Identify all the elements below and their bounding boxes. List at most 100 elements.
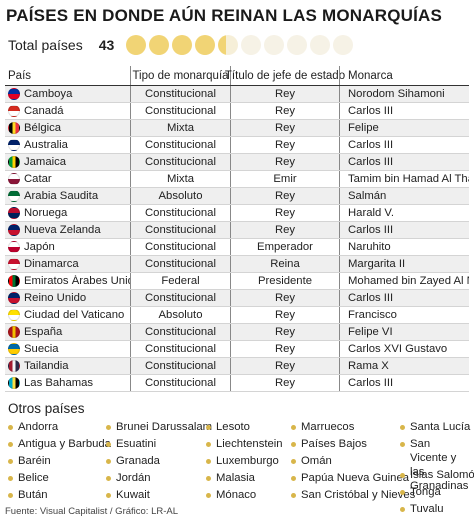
list-item: Kuwait	[106, 488, 212, 505]
table-row: Canadá Constitucional Rey Carlos III	[5, 103, 469, 120]
table-row: Ciudad del Vaticano Absoluto Rey Francisco	[5, 307, 469, 324]
table-body: Camboya Constitucional Rey Norodom Sihamoni…	[5, 86, 469, 392]
country-name: Omán	[301, 455, 332, 467]
cell-type: Constitucional	[130, 239, 230, 255]
flag-icon	[8, 258, 20, 270]
coin-icon	[126, 35, 147, 55]
total-countries: Total países 43	[8, 35, 354, 55]
bullet-icon	[400, 425, 405, 430]
flag-icon	[8, 88, 20, 100]
cell-monarch: Norodom Sihamoni	[339, 86, 469, 102]
cell-monarch: Mohamed bin Zayed Al Nahyan	[339, 273, 469, 289]
list-item: Tuvalu	[400, 502, 474, 519]
flag-icon	[8, 173, 20, 185]
flag-icon	[8, 275, 20, 287]
cell-country: Suecia	[5, 343, 130, 355]
cell-type: Constitucional	[130, 290, 230, 306]
country-name: Catar	[24, 173, 52, 185]
country-name: España	[24, 326, 63, 338]
total-value: 43	[98, 37, 115, 53]
cell-country: Arabia Saudita	[5, 190, 130, 202]
list-item: Belice	[8, 471, 111, 488]
table-row: Camboya Constitucional Rey Norodom Sihamoni	[5, 86, 469, 103]
country-name: Nueva Zelanda	[24, 224, 101, 236]
list-item: Liechtenstein	[206, 437, 283, 454]
cell-head-title: Rey	[230, 120, 339, 136]
bullet-icon	[206, 459, 211, 464]
bullet-icon	[206, 442, 211, 447]
table-header: País Tipo de monarquía Título de jefe de…	[5, 66, 469, 86]
cell-monarch: Naruhito	[339, 239, 469, 255]
bullet-icon	[8, 476, 13, 481]
cell-country: Camboya	[5, 88, 130, 100]
cell-head-title: Rey	[230, 222, 339, 238]
source-note: Fuente: Visual Capitalist / Gráfico: LR-…	[5, 506, 179, 517]
others-column: Andorra Antigua y Barbuda Baréin Belice Butá…	[8, 420, 111, 505]
cell-country: España	[5, 326, 130, 338]
country-name: Baréin	[18, 455, 51, 467]
cell-head-title: Rey	[230, 290, 339, 306]
cell-country: Emiratos Árabes Unidos	[5, 275, 130, 287]
list-item: Islas Salomón	[400, 468, 474, 485]
cell-country: Dinamarca	[5, 258, 130, 270]
country-name: Dinamarca	[24, 258, 79, 270]
coin-icon	[241, 35, 262, 55]
header-monarch: Monarca	[339, 66, 469, 85]
country-name: Canadá	[24, 105, 64, 117]
cell-type: Mixta	[130, 171, 230, 187]
others-list: Andorra Antigua y Barbuda Baréin Belice Butá…	[8, 420, 474, 515]
bullet-icon	[291, 476, 296, 481]
flag-icon	[8, 139, 20, 151]
cell-country: Tailandia	[5, 360, 130, 372]
cell-country: Bélgica	[5, 122, 130, 134]
list-item: Marruecos	[291, 420, 415, 437]
cell-type: Constitucional	[130, 205, 230, 221]
bullet-icon	[106, 459, 111, 464]
country-name: Australia	[24, 139, 68, 151]
coin-icon	[172, 35, 193, 55]
country-name: Arabia Saudita	[24, 190, 99, 202]
monarchies-table: País Tipo de monarquía Título de jefe de…	[5, 66, 469, 392]
cell-type: Constitucional	[130, 358, 230, 374]
list-item: Bután	[8, 488, 111, 505]
coin-icon	[333, 35, 354, 55]
cell-monarch: Felipe	[339, 120, 469, 136]
cell-head-title: Rey	[230, 154, 339, 170]
coin-icon	[310, 35, 331, 55]
cell-head-title: Rey	[230, 324, 339, 340]
country-name: Emiratos Árabes Unidos	[24, 275, 130, 287]
country-name: Andorra	[18, 421, 59, 433]
flag-icon	[8, 292, 20, 304]
cell-type: Absoluto	[130, 307, 230, 323]
country-name: Reino Unido	[24, 292, 87, 304]
list-item: Antigua y Barbuda	[8, 437, 111, 454]
cell-head-title: Rey	[230, 205, 339, 221]
flag-icon	[8, 105, 20, 117]
cell-country: Australia	[5, 139, 130, 151]
bullet-icon	[106, 442, 111, 447]
flag-icon	[8, 224, 20, 236]
bullet-icon	[106, 493, 111, 498]
flag-icon	[8, 241, 20, 253]
cell-head-title: Rey	[230, 137, 339, 153]
country-name: Jordán	[116, 472, 151, 484]
others-column: Santa Lucía San Vicente y las Granadinas I…	[400, 420, 474, 519]
country-name: Malasia	[216, 472, 255, 484]
cell-head-title: Emir	[230, 171, 339, 187]
cell-monarch: Carlos XVI Gustavo	[339, 341, 469, 357]
list-item: San Vicente y las Granadinas	[400, 437, 468, 492]
coin-icon	[195, 35, 216, 55]
cell-type: Constitucional	[130, 375, 230, 391]
cell-head-title: Rey	[230, 358, 339, 374]
coin-icon	[287, 35, 308, 55]
cell-head-title: Emperador	[230, 239, 339, 255]
cell-monarch: Margarita II	[339, 256, 469, 272]
country-name: Japón	[24, 241, 55, 253]
cell-head-title: Rey	[230, 103, 339, 119]
table-row: Tailandia Constitucional Rey Rama X	[5, 358, 469, 375]
bullet-icon	[206, 493, 211, 498]
bullet-icon	[291, 493, 296, 498]
country-name: Kuwait	[116, 489, 150, 501]
table-row: Dinamarca Constitucional Reina Margarita II	[5, 256, 469, 273]
cell-type: Mixta	[130, 120, 230, 136]
